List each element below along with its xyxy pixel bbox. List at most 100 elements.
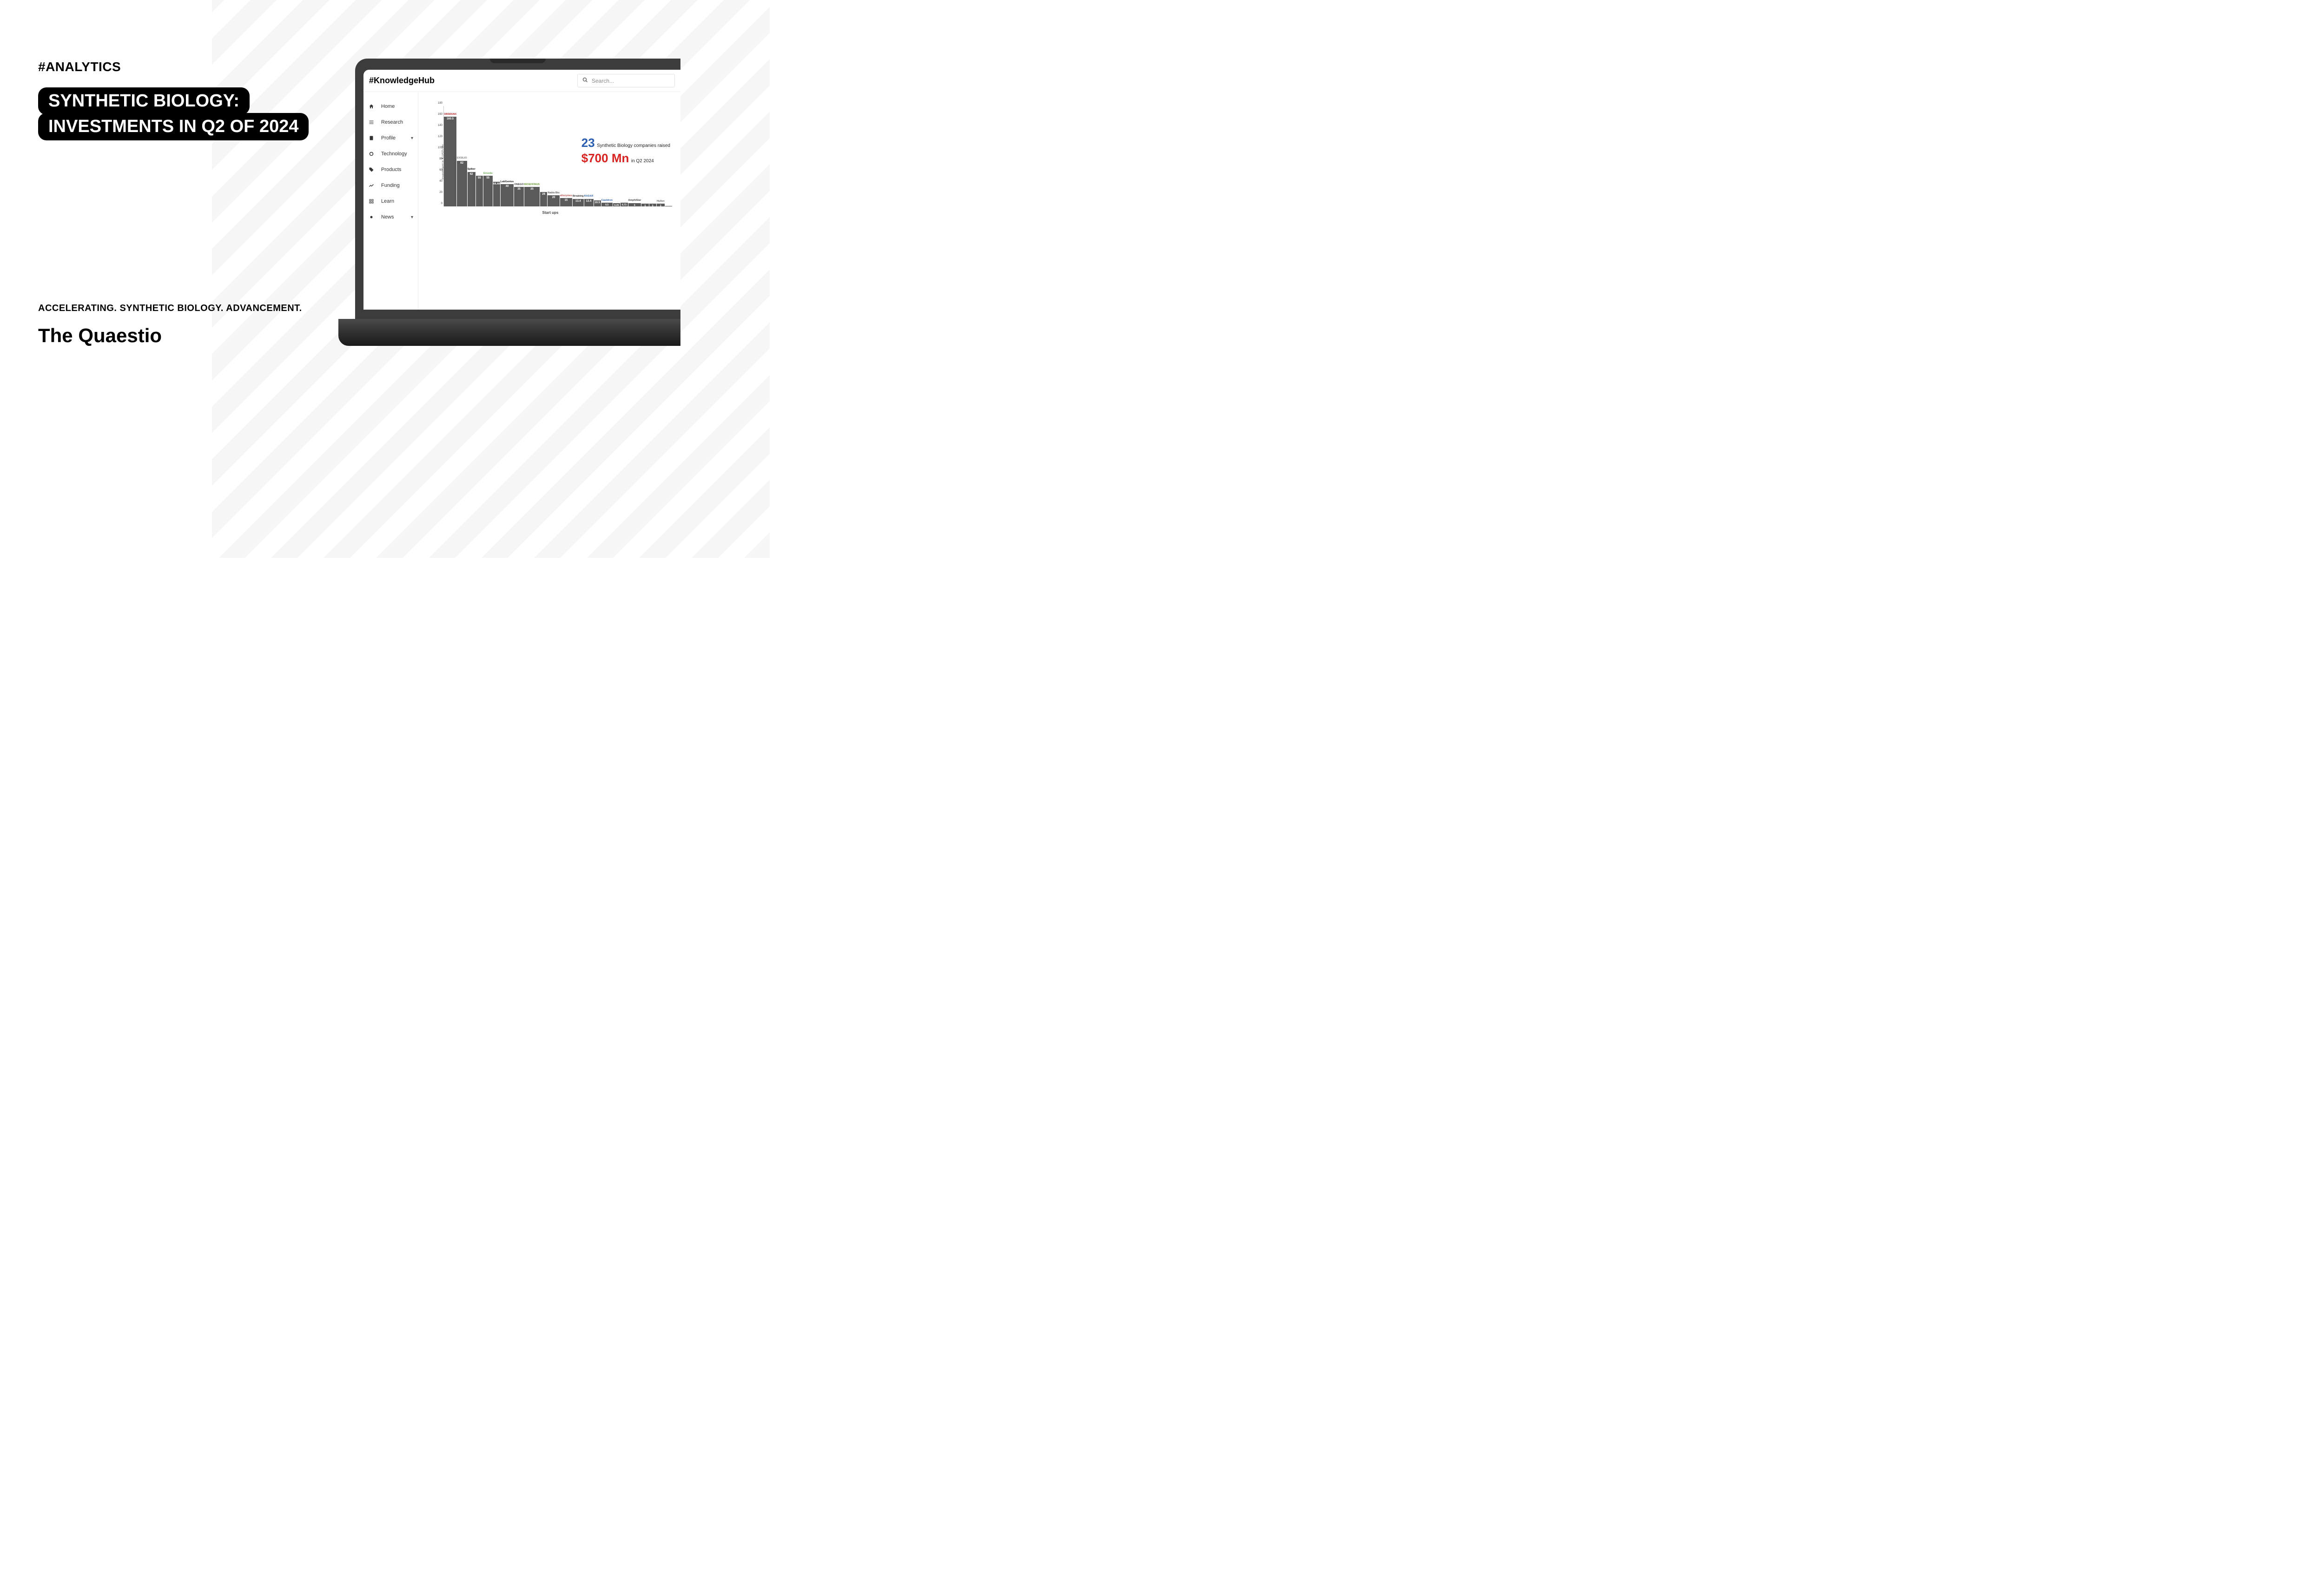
bar-rect: 6.73 [621, 203, 627, 206]
list-icon [368, 119, 375, 126]
sidebar-item-research[interactable]: Research [363, 114, 418, 130]
bar-value-label: 62 [470, 173, 473, 176]
chart-bar: 6.73 [621, 106, 627, 206]
bar-company-label: Breaking [573, 195, 584, 198]
bar-company-label: Cauldron [601, 199, 613, 202]
chart-ytick: 140 [438, 124, 442, 127]
bar-value-label: 6.25 [614, 204, 619, 207]
bar-rect: 62 [468, 172, 475, 206]
chart-bar: Enveda 55 [483, 106, 493, 206]
chart-bar: allozymes15 [560, 106, 572, 206]
chart-ytick: 100 [438, 146, 442, 149]
bar-company-label: ONEGO [514, 184, 523, 186]
bar-rect: 5 [649, 204, 656, 206]
bar-value-label: 35 [517, 188, 521, 191]
bar-company-label: Enveda [483, 172, 493, 175]
bar-rect: 10.5 [594, 200, 601, 206]
bar-value-label: 13.4 [586, 200, 592, 203]
bar-rect: 20 [548, 195, 559, 206]
chart-ytick: 180 [438, 102, 442, 105]
chart-plot-area: OBSIDIAN160.5EXSILIO82Spiber6255Enveda55… [443, 106, 672, 206]
bar-value-label: 40 [506, 185, 509, 188]
home-icon [368, 103, 375, 110]
bar-company-label: OBSIDIAN [444, 113, 456, 116]
bar-rect: 26 [540, 192, 547, 206]
app-header: #KnowledgeHub Search... [363, 70, 680, 92]
chart-bar: 10.5 [594, 106, 601, 206]
bar-rect: 15 [560, 198, 572, 206]
bar-rect: 55 [476, 176, 483, 206]
bar-rect: 6 [628, 203, 641, 206]
sidebar-item-home[interactable]: Home [363, 99, 418, 114]
chart-bar: 26 [540, 106, 547, 206]
circle-icon [368, 151, 375, 157]
bar-value-label: 6.5 [605, 204, 608, 206]
chart-bar: Nabla Bio20 [548, 106, 559, 206]
chart-ytick: 60 [439, 169, 442, 172]
sidebar-item-funding[interactable]: Funding [363, 178, 418, 193]
chart-bar: Breaking 13.4 [573, 106, 584, 206]
laptop-frame: #KnowledgeHub Search... Home ResearchProf… [355, 59, 680, 319]
laptop-notch [490, 59, 546, 63]
chart-bar: Spiber 62 [468, 106, 475, 206]
sidebar-item-label: Home [381, 104, 395, 109]
hashtag-label: #ANALYTICS [38, 60, 336, 74]
bar-rect: 6.5 [601, 203, 613, 206]
bar-value-label: 5 [652, 205, 654, 207]
chart-bars: OBSIDIAN160.5EXSILIO82Spiber6255Enveda55… [444, 106, 672, 206]
content-row: Home ResearchProfile▾ Technology Products Fu… [363, 92, 680, 310]
chart-bar: 5 [649, 106, 656, 206]
bar-company-label: Hullen [657, 200, 665, 203]
bar-value-label: 15 [565, 199, 568, 202]
chart-ytick: 0 [441, 202, 442, 205]
sidebar-item-technology[interactable]: Technology [363, 146, 418, 162]
app-title: #KnowledgeHub [369, 76, 435, 86]
bar-rect: 40 [501, 184, 514, 206]
chart-xlabel: Start ups [542, 211, 559, 215]
chart-yaxis: 020406080100120140160180 [435, 106, 443, 206]
chart-ytick: 40 [439, 180, 442, 183]
bar-rect: 5 [641, 204, 648, 206]
chart-bar: LabGenius40 [501, 106, 514, 206]
bar-value-label: 82 [460, 162, 463, 165]
investment-bar-chart: Investment in $ USD Mn 02040608010012014… [427, 106, 674, 218]
bar-value-label: 26 [542, 193, 545, 196]
chart-bar: RADAR13.4 [584, 106, 594, 206]
title-line-2: INVESTMENTS IN Q2 OF 2024 [38, 113, 309, 140]
bar-value-label: 5 [660, 205, 661, 207]
search-input[interactable]: Search... [577, 74, 675, 87]
chart-ytick: 120 [438, 135, 442, 138]
sidebar-item-news[interactable]: News▾ [363, 209, 418, 225]
chart-ytick: 20 [439, 191, 442, 194]
sidebar-item-label: Funding [381, 183, 400, 188]
sidebar-item-profile[interactable]: Profile▾ [363, 130, 418, 146]
bar-company-label: allozymes [560, 195, 572, 198]
sidebar-item-label: Technology [381, 151, 407, 157]
bar-value-label: 55 [478, 177, 481, 179]
search-icon [582, 77, 588, 84]
chart-bar: Hullen 5 [657, 106, 665, 206]
bar-value-label: 13.4 [575, 200, 581, 203]
left-copy-panel: #ANALYTICS SYNTHETIC BIOLOGY: INVESTMENT… [38, 60, 336, 140]
bar-value-label: 44.44 [493, 183, 500, 185]
title-line-1: SYNTHETIC BIOLOGY: [38, 87, 250, 115]
bar-value-label: 35 [530, 188, 534, 191]
bar-rect: 82 [457, 161, 467, 206]
bar-value-label: 160.5 [447, 118, 454, 120]
bar-company-label: AmphiStar [628, 199, 641, 202]
bar-value-label: 55 [486, 177, 489, 179]
bar-company-label: LabGenius [501, 181, 514, 184]
bar-rect: 160.5 [444, 117, 456, 206]
chart-bar: 44.44 [493, 106, 500, 206]
laptop-screen: #KnowledgeHub Search... Home ResearchProf… [363, 70, 680, 310]
sidebar-item-learn[interactable]: Learn [363, 193, 418, 209]
bar-value-label: 6 [634, 204, 635, 207]
tagline: ACCELERATING. SYNTHETIC BIOLOGY. ADVANCE… [38, 303, 302, 314]
bar-value-label: 10.5 [594, 201, 600, 204]
chart-bar: 55 [476, 106, 483, 206]
sidebar-item-products[interactable]: Products [363, 162, 418, 178]
dot-icon [368, 214, 375, 220]
bar-company-label: Spiber [468, 168, 475, 171]
laptop-mockup: #KnowledgeHub Search... Home ResearchProf… [355, 59, 680, 346]
chevron-down-icon: ▾ [411, 215, 413, 220]
